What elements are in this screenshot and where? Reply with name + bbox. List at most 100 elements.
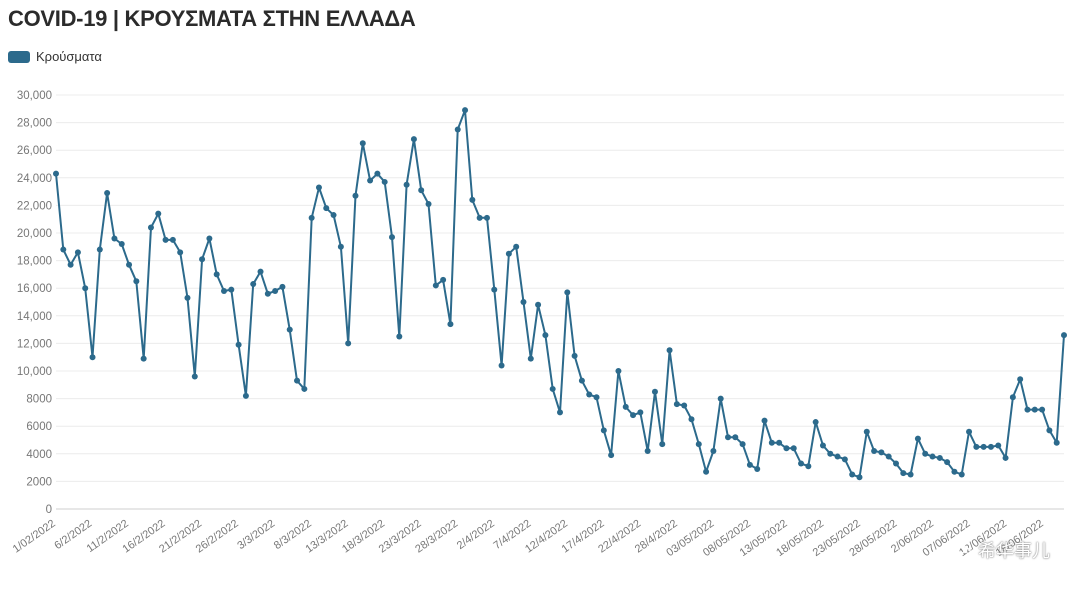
data-point[interactable] [257, 268, 264, 275]
data-point[interactable] [74, 249, 81, 256]
data-point[interactable] [315, 184, 322, 191]
data-point[interactable] [221, 287, 227, 294]
data-point[interactable] [286, 326, 293, 333]
data-point[interactable] [951, 468, 958, 475]
data-point[interactable] [907, 471, 914, 478]
data-point[interactable] [695, 441, 702, 448]
data-point[interactable] [973, 443, 980, 450]
data-point[interactable] [104, 189, 111, 196]
data-point[interactable] [688, 416, 695, 423]
data-point[interactable] [893, 460, 899, 467]
data-point[interactable] [725, 434, 731, 441]
data-point[interactable] [454, 126, 461, 133]
data-point[interactable] [345, 340, 352, 347]
data-point[interactable] [739, 441, 746, 448]
data-point[interactable] [381, 178, 388, 185]
data-point[interactable] [505, 250, 512, 257]
data-point[interactable] [330, 212, 337, 219]
data-point[interactable] [374, 170, 381, 177]
data-point[interactable] [206, 235, 213, 242]
data-point[interactable] [1039, 406, 1046, 413]
data-point[interactable] [440, 276, 447, 283]
data-point[interactable] [578, 377, 585, 384]
data-point[interactable] [389, 234, 395, 241]
data-point[interactable] [622, 403, 629, 410]
data-point[interactable] [432, 282, 439, 289]
data-point[interactable] [228, 286, 235, 293]
data-point[interactable] [520, 299, 527, 305]
data-point[interactable] [1031, 406, 1038, 413]
data-point[interactable] [367, 177, 374, 184]
data-point[interactable] [67, 261, 74, 268]
data-point[interactable] [527, 355, 534, 362]
data-point[interactable] [140, 355, 147, 362]
data-point[interactable] [878, 449, 885, 456]
data-point[interactable] [53, 170, 59, 177]
data-point[interactable] [162, 236, 169, 243]
data-point[interactable] [191, 373, 198, 380]
data-point[interactable] [761, 417, 768, 424]
data-point[interactable] [863, 428, 870, 435]
data-point[interactable] [410, 136, 417, 143]
data-point[interactable] [177, 249, 184, 256]
data-point[interactable] [732, 434, 739, 441]
data-point[interactable] [980, 443, 987, 450]
data-point[interactable] [885, 453, 892, 460]
data-point[interactable] [856, 474, 863, 481]
data-point[interactable] [783, 445, 790, 452]
data-point[interactable] [1061, 332, 1067, 339]
data-point[interactable] [549, 385, 556, 392]
data-point[interactable] [834, 453, 841, 460]
data-point[interactable] [403, 181, 410, 188]
data-point[interactable] [491, 286, 498, 293]
data-point[interactable] [586, 391, 593, 398]
data-point[interactable] [469, 196, 476, 203]
data-point[interactable] [418, 187, 425, 194]
data-point[interactable] [133, 278, 140, 285]
data-point[interactable] [264, 290, 271, 297]
data-point[interactable] [600, 427, 607, 434]
data-point[interactable] [96, 246, 103, 253]
data-point[interactable] [60, 246, 67, 253]
data-point[interactable] [571, 352, 578, 359]
data-point[interactable] [673, 401, 680, 408]
data-point[interactable] [235, 341, 242, 348]
data-point[interactable] [352, 192, 359, 199]
data-point[interactable] [914, 435, 921, 442]
data-point[interactable] [922, 450, 929, 457]
data-point[interactable] [498, 362, 505, 369]
data-point[interactable] [535, 301, 542, 308]
data-point[interactable] [644, 448, 651, 455]
data-point[interactable] [118, 241, 125, 248]
data-point[interactable] [630, 412, 637, 419]
data-point[interactable] [929, 453, 936, 460]
data-point[interactable] [242, 392, 249, 399]
data-point[interactable] [359, 140, 366, 147]
data-point[interactable] [849, 471, 856, 478]
data-point[interactable] [294, 377, 301, 384]
data-point[interactable] [542, 332, 549, 339]
data-point[interactable] [819, 442, 826, 449]
data-point[interactable] [250, 281, 257, 288]
data-point[interactable] [841, 456, 848, 463]
data-point[interactable] [169, 236, 176, 243]
data-point[interactable] [126, 261, 133, 268]
legend[interactable]: Κρούσματα [8, 49, 102, 64]
data-point[interactable] [746, 461, 753, 468]
data-point[interactable] [1024, 406, 1031, 413]
data-point[interactable] [82, 285, 89, 292]
data-point[interactable] [812, 419, 819, 426]
data-point[interactable] [425, 201, 432, 208]
data-point[interactable] [958, 471, 965, 478]
data-point[interactable] [608, 452, 615, 459]
data-point[interactable] [301, 385, 308, 392]
data-point[interactable] [1009, 394, 1016, 401]
data-point[interactable] [805, 463, 812, 470]
data-point[interactable] [213, 271, 220, 278]
data-point[interactable] [651, 388, 658, 395]
data-point[interactable] [944, 459, 951, 466]
data-point[interactable] [987, 443, 994, 450]
data-point[interactable] [593, 394, 600, 401]
data-point[interactable] [900, 470, 907, 477]
data-point[interactable] [279, 283, 286, 290]
